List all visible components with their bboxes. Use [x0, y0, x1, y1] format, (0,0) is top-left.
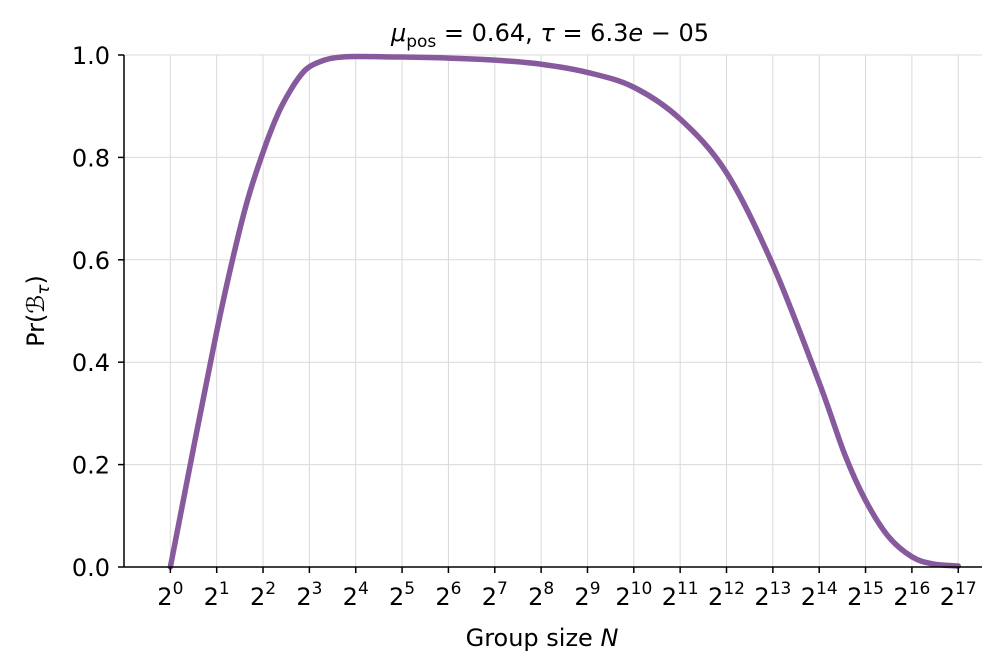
- title-tau-e: e: [628, 19, 643, 47]
- x-tick-exp: 11: [677, 579, 699, 599]
- x-tick-label: 27: [482, 579, 508, 611]
- x-tick-label: 212: [708, 579, 745, 611]
- x-tick-exp: 10: [631, 579, 653, 599]
- x-tick-base: 2: [708, 583, 723, 611]
- x-tick-exp: 0: [173, 579, 184, 599]
- tick-layer: 20 21 22 23 24 25 26 27 28 29 210 211 212 213 214 215 21…: [72, 42, 977, 611]
- x-tick-label: 22: [250, 579, 276, 611]
- x-tick-label: 210: [615, 579, 652, 611]
- x-tick-base: 2: [662, 583, 677, 611]
- x-tick-exp: 2: [265, 579, 276, 599]
- y-tick-label: 0.2: [72, 452, 110, 480]
- x-axis-label-var: N: [600, 624, 618, 652]
- x-tick-label: 216: [893, 579, 930, 611]
- y-tick-label: 0.0: [72, 554, 110, 582]
- x-tick-label: 217: [940, 579, 977, 611]
- x-tick-exp: 12: [723, 579, 745, 599]
- x-tick-base: 2: [296, 583, 311, 611]
- x-tick-exp: 5: [404, 579, 415, 599]
- x-tick-label: 28: [528, 579, 554, 611]
- title-tau-rest: = 6.3: [555, 19, 629, 47]
- axes-layer: [123, 55, 982, 568]
- x-axis-label-text: Group size: [466, 624, 601, 652]
- x-tick-label: 25: [389, 579, 415, 611]
- x-tick-base: 2: [435, 583, 450, 611]
- x-tick-exp: 14: [816, 579, 838, 599]
- x-tick-exp: 3: [312, 579, 323, 599]
- x-tick-label: 213: [754, 579, 791, 611]
- title-mu: μ: [390, 19, 406, 47]
- x-tick-label: 29: [574, 579, 600, 611]
- y-axis-label-post: ): [22, 275, 50, 284]
- chart-title: μpos = 0.64, τ = 6.3e − 05: [390, 19, 709, 52]
- x-tick-base: 2: [389, 583, 404, 611]
- y-axis-label-sub: τ: [34, 284, 54, 295]
- y-tick-label: 0.4: [72, 349, 110, 377]
- x-tick-exp: 1: [219, 579, 230, 599]
- x-tick-base: 2: [615, 583, 630, 611]
- x-tick-exp: 13: [770, 579, 792, 599]
- y-tick-label: 0.6: [72, 247, 110, 275]
- y-axis-label: Pr(ℬτ): [22, 275, 54, 347]
- x-tick-base: 2: [343, 583, 358, 611]
- x-tick-exp: 8: [543, 579, 554, 599]
- x-tick-exp: 7: [497, 579, 508, 599]
- y-tick-label: 1.0: [72, 42, 110, 70]
- x-tick-base: 2: [157, 583, 172, 611]
- x-tick-exp: 16: [909, 579, 931, 599]
- title-tau-exp: − 05: [643, 19, 709, 47]
- x-tick-label: 26: [435, 579, 461, 611]
- x-axis-label: Group size N: [466, 624, 619, 652]
- x-tick-label: 214: [801, 579, 838, 611]
- x-tick-label: 23: [296, 579, 322, 611]
- x-tick-label: 215: [847, 579, 884, 611]
- x-tick-base: 2: [801, 583, 816, 611]
- x-tick-label: 211: [662, 579, 699, 611]
- x-tick-base: 2: [204, 583, 219, 611]
- x-tick-base: 2: [528, 583, 543, 611]
- y-tick-label: 0.8: [72, 144, 110, 172]
- x-tick-label: 21: [204, 579, 230, 611]
- x-tick-base: 2: [847, 583, 862, 611]
- y-axis-label-pre: Pr(: [22, 314, 50, 347]
- x-tick-label: 24: [343, 579, 369, 611]
- x-tick-base: 2: [250, 583, 265, 611]
- title-mu-sub: pos: [406, 32, 436, 52]
- x-tick-base: 2: [754, 583, 769, 611]
- x-tick-base: 2: [482, 583, 497, 611]
- grid-layer: [124, 54, 982, 568]
- x-tick-base: 2: [893, 583, 908, 611]
- x-tick-exp: 9: [590, 579, 601, 599]
- x-tick-exp: 15: [862, 579, 884, 599]
- x-tick-base: 2: [574, 583, 589, 611]
- x-tick-base: 2: [940, 583, 955, 611]
- series-line: [167, 53, 961, 570]
- x-tick-exp: 17: [955, 579, 977, 599]
- x-tick-label: 20: [157, 579, 183, 611]
- x-tick-exp: 6: [451, 579, 462, 599]
- y-axis-label-script: ℬ: [22, 295, 50, 314]
- title-mu-rest: = 0.64,: [436, 19, 540, 47]
- series-layer: [167, 53, 961, 570]
- title-tau: τ: [540, 19, 555, 47]
- x-tick-exp: 4: [358, 579, 369, 599]
